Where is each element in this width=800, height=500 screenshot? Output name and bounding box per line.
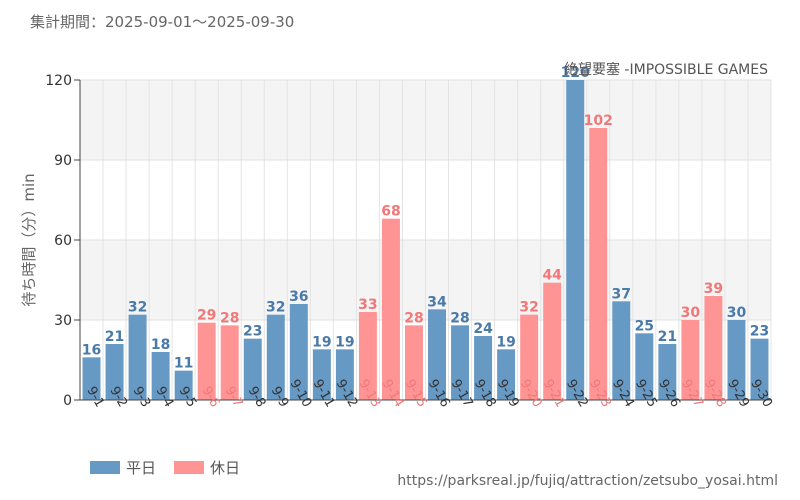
- bar: [451, 325, 470, 400]
- bar: [474, 336, 493, 400]
- y-tick-label: 90: [54, 153, 72, 169]
- bar-value-label: 25: [635, 318, 654, 334]
- bar-value-label: 32: [128, 300, 147, 316]
- bar: [612, 301, 631, 400]
- bar: [658, 344, 677, 400]
- bars: [82, 80, 769, 400]
- y-tick-label: 30: [54, 313, 72, 329]
- bar: [681, 320, 700, 400]
- bar: [727, 320, 746, 400]
- bar-value-label: 28: [404, 310, 423, 326]
- bar: [405, 325, 423, 400]
- bar: [358, 312, 377, 400]
- bar-value-label: 11: [174, 356, 193, 372]
- bar-value-label: 19: [312, 334, 331, 350]
- bar-value-label: 28: [450, 310, 469, 326]
- bar-value-label: 21: [658, 329, 677, 345]
- bar: [197, 322, 216, 400]
- bar-value-label: 23: [750, 324, 769, 340]
- bar-value-label: 39: [704, 281, 723, 297]
- bar-value-label: 21: [105, 329, 124, 345]
- bar: [220, 325, 239, 400]
- bar-value-label: 29: [197, 308, 216, 324]
- y-tick-label: 120: [45, 73, 72, 89]
- axes: [74, 79, 771, 401]
- y-axis-label: 待ち時間（分）min: [20, 173, 38, 306]
- bar-value-label: 120: [561, 65, 590, 81]
- bar: [428, 309, 446, 400]
- bar: [750, 338, 769, 400]
- y-tick-labels: 0 30 60 90 120: [45, 73, 72, 409]
- legend-holiday: 休日: [174, 458, 241, 477]
- bar-value-label: 44: [542, 268, 562, 284]
- bar-value-label: 68: [381, 204, 400, 220]
- y-tick-label: 0: [63, 393, 72, 409]
- bar: [266, 314, 285, 400]
- bar-value-label: 37: [612, 286, 631, 302]
- bar: [243, 338, 262, 400]
- legend-holiday-label: 休日: [210, 458, 241, 477]
- bar-value-label: 32: [519, 300, 538, 316]
- y-tick-label: 60: [54, 233, 72, 249]
- period-label: 集計期間：2025-09-01～2025-09-30: [30, 13, 295, 31]
- bar-value-label: 30: [681, 305, 701, 321]
- bar-value-label: 33: [358, 297, 377, 313]
- bar-value-label: 23: [243, 324, 262, 340]
- legend-holiday-swatch: [174, 460, 204, 474]
- bar: [635, 333, 654, 400]
- bar: [520, 314, 539, 400]
- bar: [566, 80, 585, 400]
- bar: [312, 349, 331, 400]
- bar-value-label: 36: [289, 289, 308, 305]
- bar: [174, 370, 193, 400]
- bar: [105, 344, 124, 400]
- bar: [543, 282, 562, 400]
- bar: [151, 352, 170, 400]
- chart-title: 絶望要塞 -IMPOSSIBLE GAMES: [564, 61, 768, 78]
- source-url: https://parksreal.jp/fujiq/attraction/ze…: [397, 473, 778, 489]
- bar-value-label: 19: [335, 334, 354, 350]
- bar: [704, 296, 723, 400]
- bar-value-label: 102: [584, 113, 613, 129]
- bar-value-label: 19: [496, 334, 515, 350]
- bar: [497, 349, 516, 400]
- legend-weekday: 平日: [90, 458, 157, 477]
- bar: [82, 357, 101, 400]
- bar-value-label: 32: [266, 300, 285, 316]
- bar: [289, 304, 308, 400]
- bar-value-label: 18: [151, 337, 170, 353]
- bar: [381, 218, 400, 400]
- bar: [335, 349, 354, 400]
- bar-value-label: 30: [727, 305, 747, 321]
- bar-value-label: 24: [473, 321, 493, 337]
- legend-weekday-label: 平日: [126, 458, 157, 477]
- legend-weekday-swatch: [90, 460, 120, 474]
- bar-value-label: 34: [427, 294, 447, 310]
- bar-value-label: 16: [82, 342, 101, 358]
- bar: [589, 128, 608, 400]
- bar: [128, 314, 147, 400]
- bar-value-label: 28: [220, 310, 239, 326]
